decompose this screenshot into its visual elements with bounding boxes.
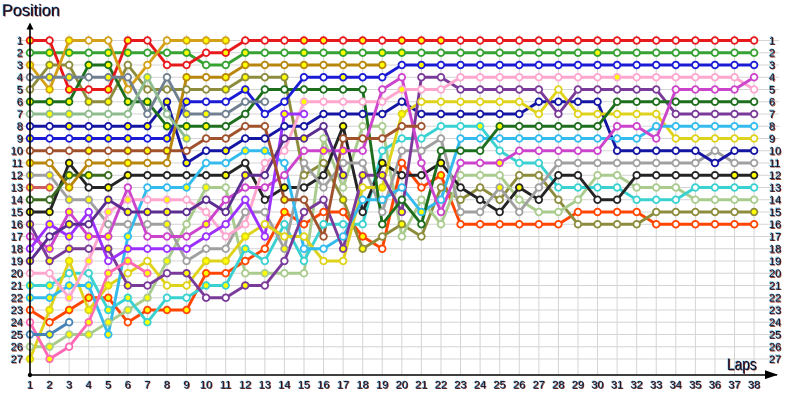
svg-text:11: 11 — [12, 158, 23, 170]
svg-text:3: 3 — [66, 380, 72, 392]
svg-text:17: 17 — [11, 231, 23, 243]
svg-text:21: 21 — [11, 280, 23, 292]
svg-text:20: 20 — [396, 380, 408, 392]
svg-text:19: 19 — [376, 380, 388, 392]
svg-text:26: 26 — [513, 380, 525, 392]
svg-text:17: 17 — [769, 231, 781, 243]
svg-text:25: 25 — [11, 329, 23, 341]
svg-text:27: 27 — [533, 380, 545, 392]
svg-text:24: 24 — [769, 317, 781, 329]
svg-text:34: 34 — [670, 380, 682, 392]
svg-text:4: 4 — [86, 380, 92, 392]
svg-text:33: 33 — [650, 380, 662, 392]
svg-text:10: 10 — [11, 146, 23, 158]
svg-text:6: 6 — [769, 97, 775, 109]
svg-text:4: 4 — [769, 72, 775, 84]
svg-text:2: 2 — [769, 48, 775, 60]
svg-text:12: 12 — [239, 380, 251, 392]
svg-text:15: 15 — [298, 380, 310, 392]
svg-text:26: 26 — [11, 342, 23, 354]
svg-text:23: 23 — [454, 380, 466, 392]
svg-text:15: 15 — [11, 207, 23, 219]
svg-text:12: 12 — [769, 170, 781, 182]
svg-text:27: 27 — [11, 354, 23, 366]
svg-text:8: 8 — [769, 121, 775, 133]
svg-text:2: 2 — [47, 380, 53, 392]
svg-text:1: 1 — [769, 35, 775, 47]
svg-text:6: 6 — [17, 97, 23, 109]
svg-text:35: 35 — [689, 380, 701, 392]
svg-text:8: 8 — [17, 121, 23, 133]
svg-text:7: 7 — [17, 109, 23, 121]
svg-text:8: 8 — [164, 380, 170, 392]
svg-text:18: 18 — [769, 244, 781, 256]
svg-text:2: 2 — [17, 48, 23, 60]
svg-text:29: 29 — [572, 380, 584, 392]
svg-text:20: 20 — [11, 268, 23, 280]
svg-text:14: 14 — [769, 195, 781, 207]
svg-text:19: 19 — [11, 256, 23, 268]
svg-text:13: 13 — [259, 380, 271, 392]
svg-text:11: 11 — [220, 380, 231, 392]
svg-text:24: 24 — [474, 380, 486, 392]
svg-text:21: 21 — [769, 280, 781, 292]
svg-text:9: 9 — [769, 133, 775, 145]
svg-text:13: 13 — [11, 182, 23, 194]
svg-text:31: 31 — [611, 380, 623, 392]
svg-text:15: 15 — [769, 207, 781, 219]
svg-text:18: 18 — [357, 380, 369, 392]
svg-text:26: 26 — [769, 342, 781, 354]
svg-text:4: 4 — [17, 72, 23, 84]
svg-text:1: 1 — [27, 380, 33, 392]
svg-text:16: 16 — [11, 219, 23, 231]
svg-text:25: 25 — [769, 329, 781, 341]
svg-text:23: 23 — [11, 305, 23, 317]
svg-text:5: 5 — [105, 380, 111, 392]
svg-text:10: 10 — [769, 146, 781, 158]
svg-text:12: 12 — [11, 170, 23, 182]
svg-text:21: 21 — [415, 380, 427, 392]
svg-text:28: 28 — [552, 380, 564, 392]
svg-text:9: 9 — [17, 133, 23, 145]
svg-text:19: 19 — [769, 256, 781, 268]
svg-text:3: 3 — [769, 60, 775, 72]
svg-text:14: 14 — [278, 380, 290, 392]
svg-text:37: 37 — [728, 380, 740, 392]
svg-text:22: 22 — [11, 293, 23, 305]
svg-text:22: 22 — [435, 380, 447, 392]
svg-text:30: 30 — [591, 380, 603, 392]
svg-text:Laps: Laps — [727, 356, 757, 374]
svg-text:13: 13 — [769, 182, 781, 194]
svg-text:3: 3 — [17, 60, 23, 72]
svg-text:7: 7 — [769, 109, 775, 121]
svg-text:Position: Position — [2, 2, 60, 20]
svg-text:23: 23 — [769, 305, 781, 317]
svg-text:10: 10 — [200, 380, 212, 392]
svg-text:1: 1 — [17, 35, 23, 47]
svg-text:24: 24 — [11, 317, 23, 329]
svg-text:16: 16 — [317, 380, 329, 392]
svg-text:16: 16 — [769, 219, 781, 231]
svg-text:32: 32 — [631, 380, 643, 392]
svg-text:27: 27 — [769, 354, 781, 366]
svg-text:14: 14 — [11, 195, 23, 207]
svg-text:6: 6 — [125, 380, 131, 392]
svg-text:20: 20 — [769, 268, 781, 280]
svg-text:25: 25 — [494, 380, 506, 392]
svg-text:7: 7 — [144, 380, 150, 392]
svg-text:38: 38 — [748, 380, 760, 392]
svg-text:36: 36 — [709, 380, 721, 392]
svg-text:18: 18 — [11, 244, 23, 256]
svg-text:22: 22 — [769, 293, 781, 305]
svg-text:11: 11 — [769, 158, 780, 170]
svg-text:9: 9 — [183, 380, 189, 392]
svg-text:5: 5 — [17, 84, 23, 96]
svg-text:5: 5 — [769, 84, 775, 96]
svg-text:17: 17 — [337, 380, 349, 392]
